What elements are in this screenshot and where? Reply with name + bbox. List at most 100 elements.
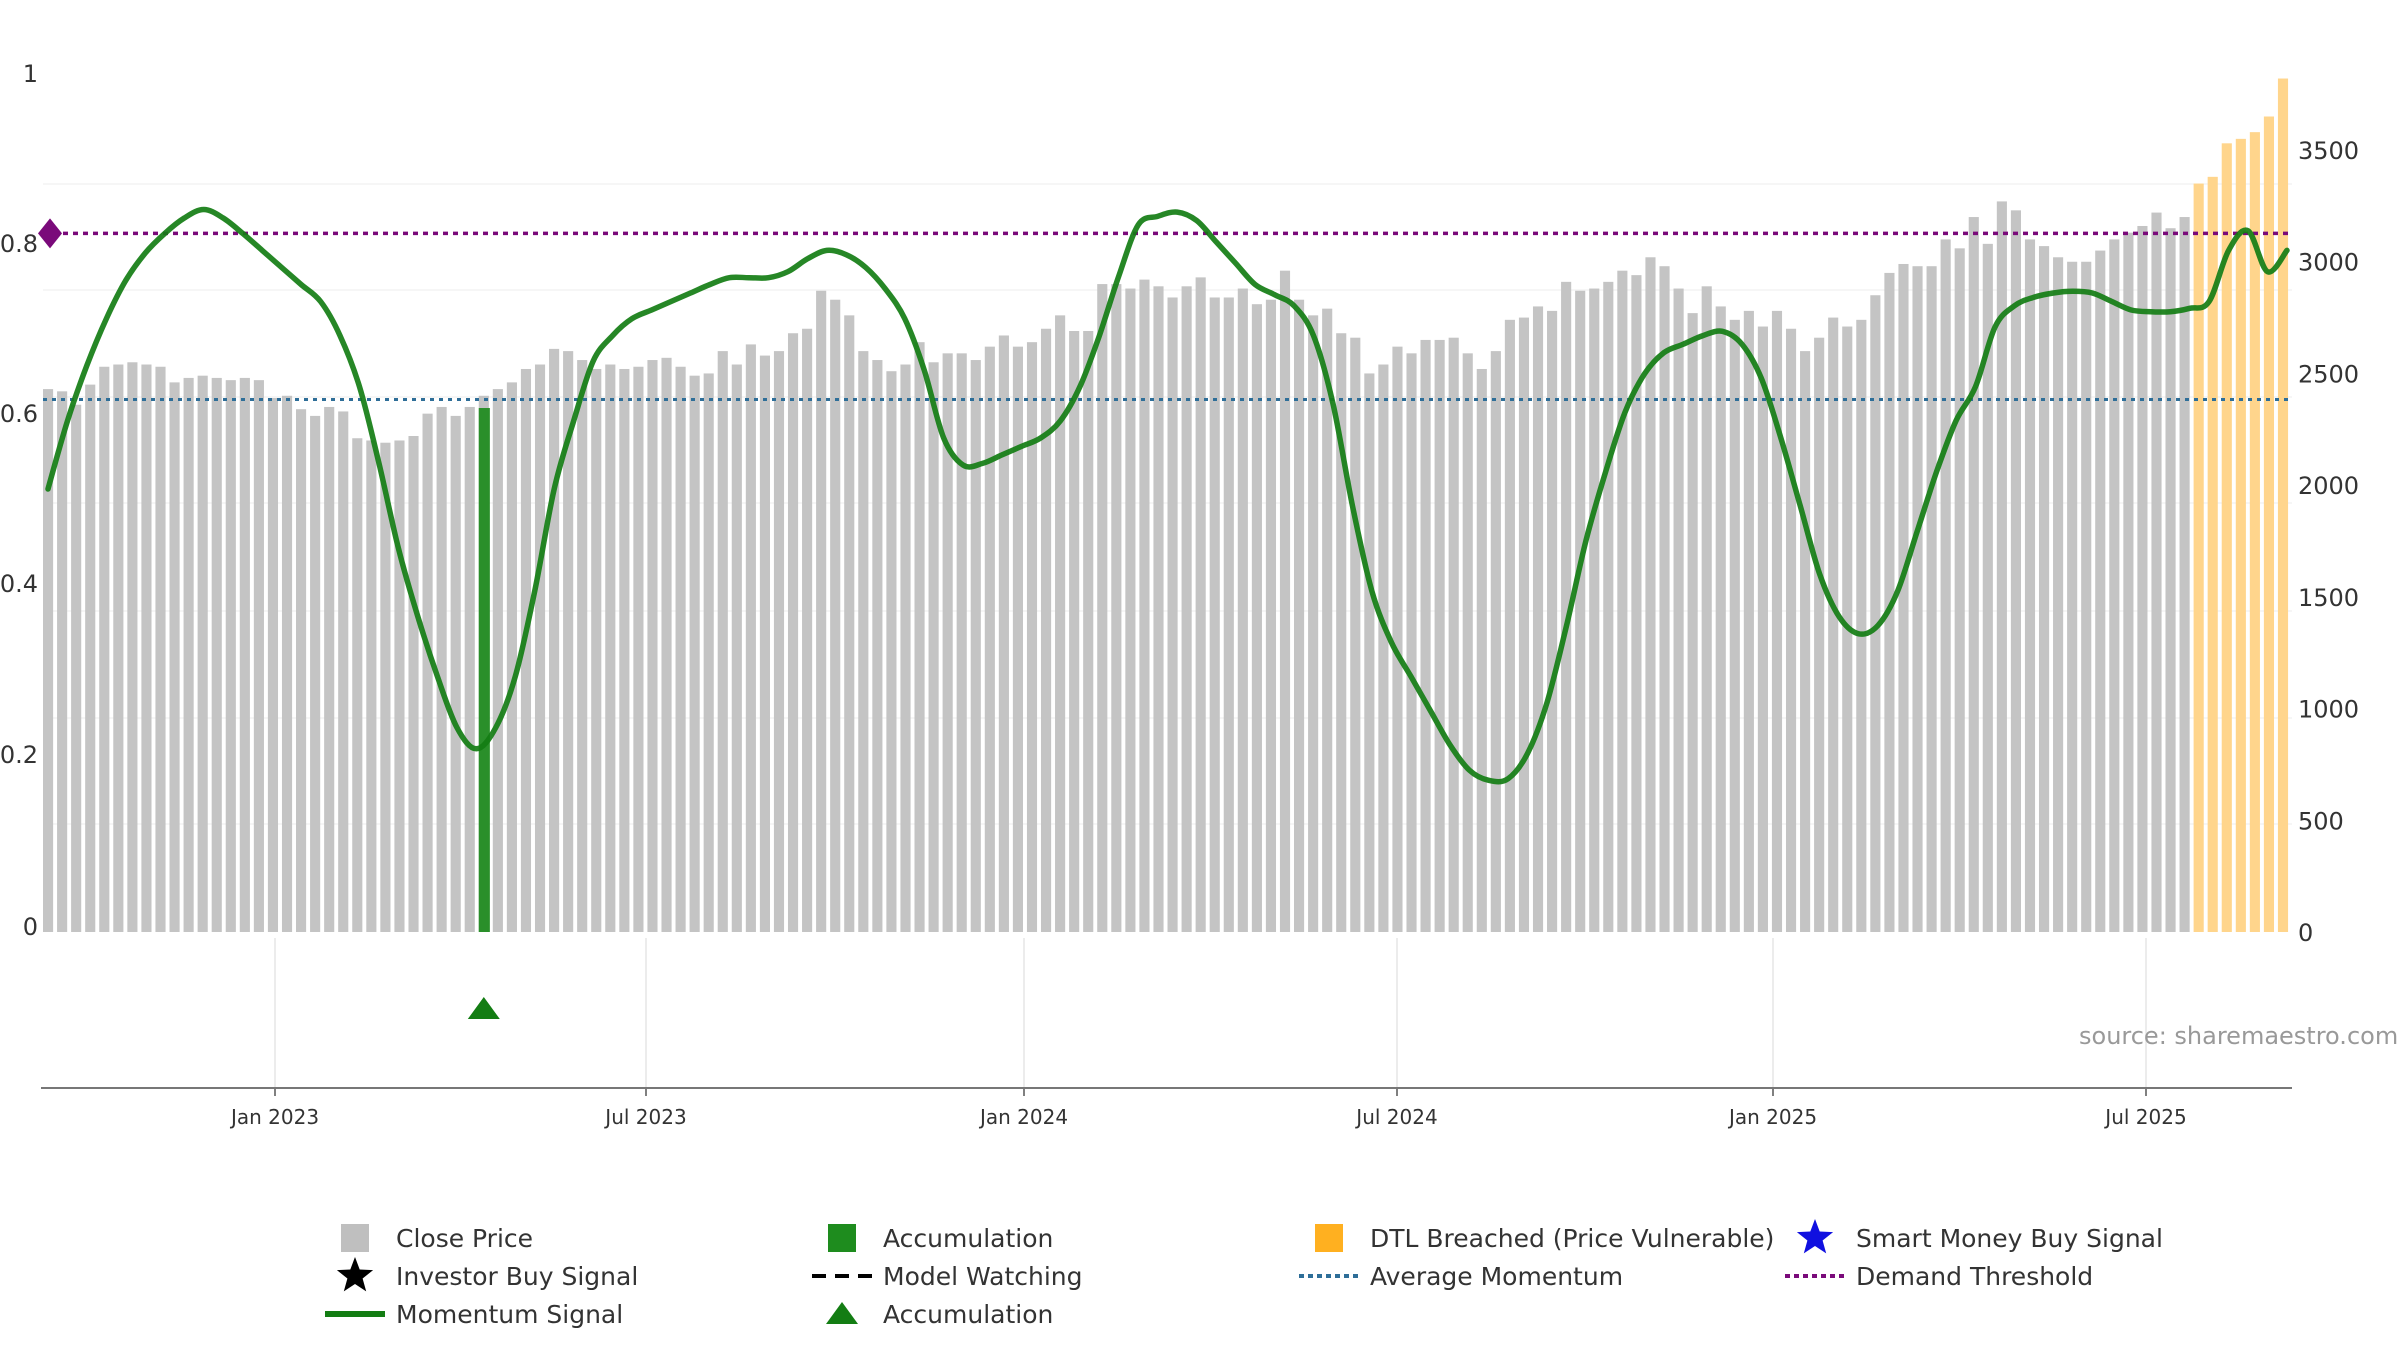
x-tick-label: Jul 2025 <box>2103 1105 2186 1129</box>
close-price-bar <box>225 380 236 932</box>
close-price-bar <box>1757 326 1768 932</box>
close-price-bar <box>1111 284 1122 933</box>
close-price-bar <box>1462 353 1473 933</box>
legend-item: Accumulation <box>826 1300 1053 1329</box>
close-price-bar <box>450 415 461 932</box>
close-price-bar <box>1167 297 1178 933</box>
close-price-bar <box>1308 315 1319 932</box>
close-price-bar <box>2123 232 2134 932</box>
close-price-bar <box>324 406 335 933</box>
close-price-bar <box>956 353 967 933</box>
close-price-bar <box>2095 250 2106 932</box>
close-price-bar <box>914 342 925 932</box>
close-price-bar <box>1785 328 1797 932</box>
close-price-bar <box>1701 286 1712 932</box>
close-price-bar <box>352 438 363 932</box>
close-price-bar <box>366 440 377 932</box>
close-price-bar <box>675 366 686 932</box>
close-price-bar <box>1561 281 1572 933</box>
close-price-bar <box>183 377 194 932</box>
close-price-bar <box>928 362 939 932</box>
close-price-bar <box>830 299 841 933</box>
legend-label: Accumulation <box>883 1300 1053 1329</box>
legend-swatch <box>828 1224 856 1252</box>
left-axis-tick: 0.6 <box>0 400 38 428</box>
close-price-bar <box>1223 297 1234 933</box>
demand-threshold-diamond <box>38 218 62 249</box>
legend-label: Momentum Signal <box>396 1300 623 1329</box>
close-price-bar <box>2165 228 2176 933</box>
legend-item: Close Price <box>341 1224 533 1253</box>
close-price-bar <box>1617 270 1628 932</box>
dtl-breached-bar <box>2249 132 2260 932</box>
close-price-bar <box>605 364 616 932</box>
close-price-bar <box>310 415 321 932</box>
close-price-bar <box>338 411 349 932</box>
close-price-bar <box>113 364 124 932</box>
legend-label: Model Watching <box>883 1262 1083 1291</box>
close-price-bar <box>197 375 208 932</box>
close-price-bar <box>1912 266 1923 933</box>
right-axis-tick: 1000 <box>2298 696 2359 724</box>
close-price-bar <box>1532 306 1544 932</box>
close-price-bar <box>619 368 630 933</box>
close-price-bar <box>1673 288 1684 932</box>
close-price-bar <box>1125 288 1136 932</box>
close-price-bar <box>1828 317 1839 933</box>
close-price-bar <box>1350 337 1361 932</box>
close-price-bar <box>1265 299 1277 933</box>
legend-label: Investor Buy Signal <box>396 1262 638 1291</box>
close-price-bar <box>1406 353 1417 933</box>
lines-layer <box>43 206 2292 785</box>
close-price-bar <box>717 351 728 932</box>
close-price-bar <box>534 364 546 932</box>
close-price-bar <box>1940 239 1951 932</box>
close-price-bar <box>647 360 658 932</box>
close-price-bar <box>1575 290 1586 932</box>
axis-layer: Jan 2023 Jul 2023 Jan 2024 Jul 2024 Jan 2025… <box>0 60 2359 1129</box>
close-price-bar <box>1055 315 1066 932</box>
right-axis-tick: 2500 <box>2298 360 2359 388</box>
close-price-bar <box>1434 339 1445 932</box>
close-price-bar <box>745 344 756 932</box>
legend-star-icon <box>1796 1219 1834 1254</box>
close-price-bar <box>2024 239 2036 932</box>
x-tick-label: Jul 2023 <box>603 1105 686 1129</box>
close-price-bar <box>1603 281 1614 933</box>
close-price-bar <box>633 366 644 932</box>
close-price-bar <box>1279 270 1291 932</box>
close-price-bar <box>2109 239 2120 932</box>
right-axis-tick: 500 <box>2298 807 2344 835</box>
left-axis-tick: 0 <box>23 913 38 941</box>
close-price-bar <box>1392 346 1403 932</box>
close-price-bar <box>591 368 602 933</box>
close-price-bar <box>1378 364 1389 932</box>
close-price-bar <box>1856 319 1867 933</box>
close-price-bar <box>1195 277 1206 932</box>
legend-item: Smart Money Buy Signal <box>1796 1219 2163 1254</box>
close-price-bar <box>506 382 517 932</box>
legend-label: Smart Money Buy Signal <box>1856 1224 2163 1253</box>
close-price-bar <box>1968 217 1979 933</box>
x-tick-label: Jan 2025 <box>1727 1105 1817 1129</box>
right-axis-tick: 2000 <box>2298 472 2359 500</box>
close-price-bar <box>408 436 419 932</box>
close-price-bar <box>2067 261 2078 932</box>
close-price-bar <box>394 440 405 932</box>
close-price-bar <box>211 377 222 932</box>
legend-item: Investor Buy Signal <box>336 1257 638 1292</box>
close-price-bar <box>1870 295 1881 932</box>
legend-triangle-icon <box>826 1302 858 1324</box>
close-price-bar <box>1518 317 1530 933</box>
legend-item: Accumulation <box>828 1224 1053 1253</box>
close-price-bar <box>1814 337 1825 932</box>
close-price-bar <box>85 384 96 932</box>
close-price-bar <box>1589 288 1600 932</box>
close-price-bar <box>464 406 475 933</box>
close-price-bar <box>1476 368 1487 933</box>
close-price-bar <box>563 351 574 932</box>
close-price-bar <box>816 290 827 932</box>
right-axis-tick: 0 <box>2298 919 2313 947</box>
close-price-bar <box>549 348 560 932</box>
